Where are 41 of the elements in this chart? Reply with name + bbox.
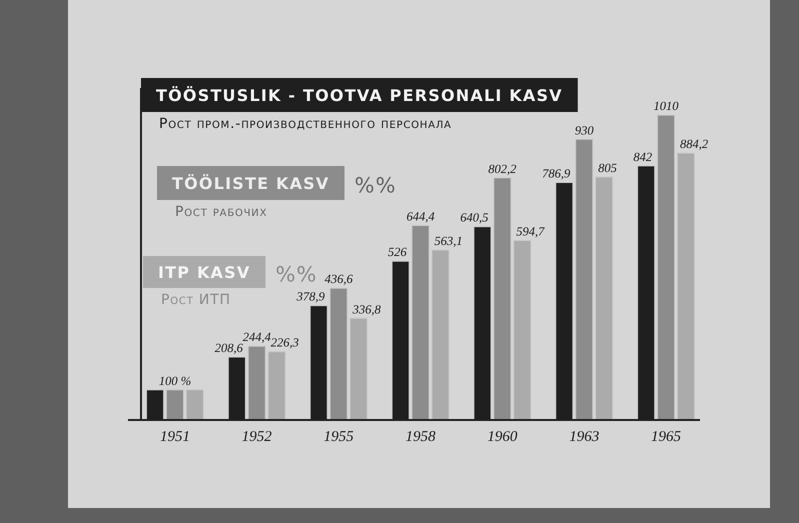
- bar: [411, 225, 430, 420]
- data-label: 786,9: [542, 166, 572, 180]
- x-tick-label: 1958: [406, 429, 436, 445]
- x-tick-label: 1960: [487, 429, 518, 445]
- annotation: Рост пром.-производственного персонала: [159, 116, 452, 132]
- annotation: %%: [354, 173, 396, 198]
- data-label: 640,5: [460, 210, 488, 225]
- x-tick-label: 1955: [324, 429, 354, 445]
- data-label: 378,9: [296, 290, 326, 304]
- data-label: 526: [388, 245, 408, 260]
- data-label: 563,1: [434, 234, 463, 248]
- annotation: Рост ИТП: [161, 292, 231, 308]
- text: TÖÖLISTE KASV: [172, 174, 330, 193]
- data-label: 884,2: [680, 137, 708, 152]
- data-label: 842: [633, 150, 652, 164]
- data-label: 1010: [654, 99, 680, 114]
- data-label: 930: [574, 123, 594, 138]
- data-label: 436,6: [324, 272, 354, 286]
- annotation: Рост рабочих: [175, 204, 268, 220]
- bar: [431, 250, 450, 420]
- data-label: 805: [598, 161, 617, 176]
- data-label: 802,2: [488, 162, 516, 176]
- bar: [186, 389, 204, 420]
- data-label: 100 %: [158, 374, 192, 388]
- bar: [350, 318, 368, 420]
- data-label: 594,7: [516, 224, 546, 239]
- x-tick-label: 1965: [651, 429, 682, 445]
- text: ITP KASV: [158, 262, 250, 282]
- annotation: %%: [275, 262, 318, 286]
- data-label: 244,4: [242, 330, 271, 344]
- text: TÖÖSTUSLIK - TOOTVA PERSONALI KASV: [156, 86, 563, 105]
- bar: [166, 389, 184, 420]
- data-label: 208,6: [214, 341, 244, 356]
- bar: [676, 152, 696, 420]
- x-tick-label: 1963: [569, 429, 600, 445]
- data-label: 644,4: [406, 210, 435, 224]
- bar: [656, 114, 676, 420]
- x-tick-label: 1951: [160, 429, 190, 445]
- data-label: 336,8: [352, 302, 382, 316]
- data-label: 226,3: [270, 336, 299, 350]
- x-tick-label: 1952: [242, 429, 272, 445]
